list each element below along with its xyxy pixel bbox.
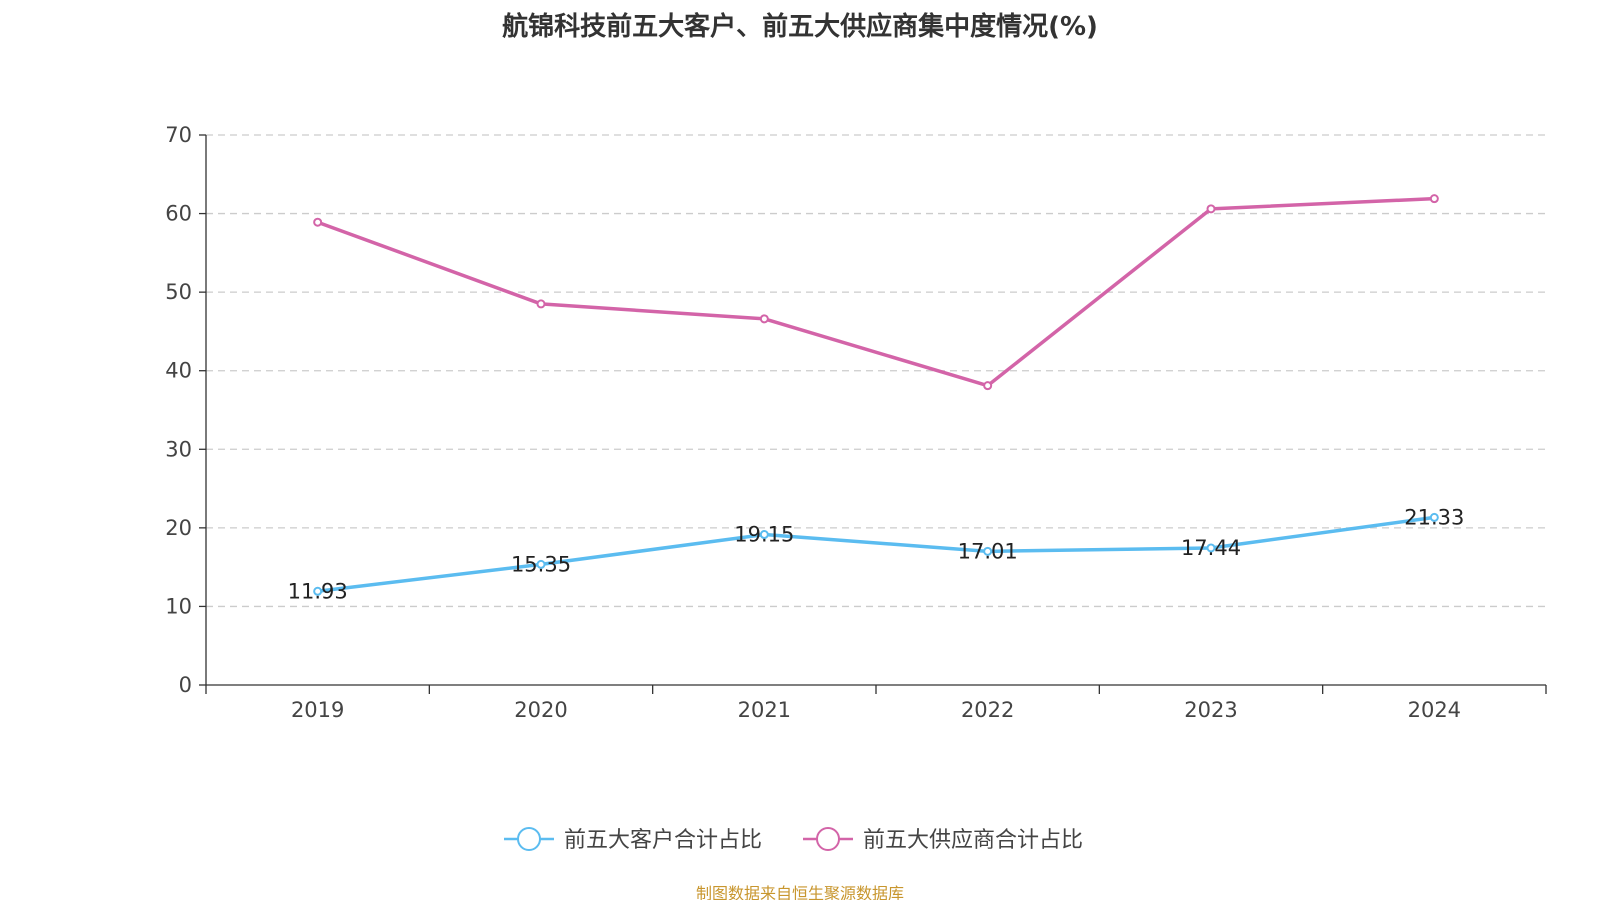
data-point[interactable] xyxy=(983,546,993,556)
data-label: 17.44 xyxy=(1181,536,1241,560)
data-point[interactable] xyxy=(1206,543,1216,553)
data-point[interactable] xyxy=(313,217,323,227)
y-tick-label: 40 xyxy=(165,359,192,383)
data-labels: 11.93 15.35 19.15 17.01 17.44 21.33 xyxy=(288,505,1465,603)
y-tick-label: 60 xyxy=(165,202,192,226)
data-point[interactable] xyxy=(1206,204,1216,214)
series-line-2 xyxy=(317,196,1435,388)
data-point[interactable] xyxy=(1429,194,1439,204)
data-point[interactable] xyxy=(1429,512,1439,522)
data-label: 15.35 xyxy=(511,552,571,576)
data-point[interactable] xyxy=(759,314,769,324)
series-lines xyxy=(313,194,1439,596)
y-tick-label: 20 xyxy=(165,516,192,540)
legend-label[interactable]: 前五大供应商合计占比 xyxy=(863,828,1083,853)
data-label: 19.15 xyxy=(734,523,794,547)
y-tick-label: 70 xyxy=(165,123,192,147)
x-tick-label: 2021 xyxy=(738,698,791,722)
x-tick-label: 2022 xyxy=(961,698,1014,722)
x-tick-label: 2023 xyxy=(1184,698,1237,722)
data-point[interactable] xyxy=(536,299,546,309)
x-tick-label: 2020 xyxy=(514,698,567,722)
data-point[interactable] xyxy=(983,381,993,391)
legend[interactable]: 前五大客户合计占比 前五大供应商合计占比 xyxy=(504,827,1083,853)
legend-marker-icon xyxy=(816,827,840,851)
grid-lines xyxy=(206,134,1546,608)
x-tick-label: 2019 xyxy=(291,698,344,722)
data-point[interactable] xyxy=(313,586,323,596)
y-tick-label: 0 xyxy=(179,673,192,697)
data-label: 11.93 xyxy=(288,579,348,603)
y-tick-label: 10 xyxy=(165,594,192,618)
y-tick-label: 50 xyxy=(165,280,192,304)
x-tick-label: 2024 xyxy=(1408,698,1461,722)
data-point[interactable] xyxy=(759,530,769,540)
data-label: 17.01 xyxy=(958,539,1018,563)
data-point[interactable] xyxy=(536,559,546,569)
data-label: 21.33 xyxy=(1404,505,1464,529)
y-tick-label: 30 xyxy=(165,437,192,461)
source-note: 制图数据来自恒生聚源数据库 xyxy=(695,884,904,900)
axes: 0 10 20 30 40 50 60 70 2019 2020 2021 2022 2023 2024 xyxy=(165,123,1547,722)
series-line-1 xyxy=(317,515,1435,594)
chart-title: 航锦科技前五大客户、前五大供应商集中度情况(%) xyxy=(502,12,1098,42)
legend-label[interactable]: 前五大客户合计占比 xyxy=(564,828,762,853)
legend-marker-icon xyxy=(517,827,541,851)
